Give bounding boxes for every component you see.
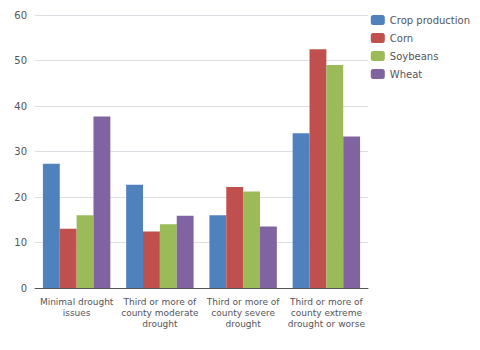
svg-text:20: 20	[14, 192, 27, 203]
svg-text:0: 0	[21, 283, 27, 294]
svg-text:drought: drought	[142, 319, 178, 329]
svg-text:drought or worse: drought or worse	[288, 319, 366, 329]
svg-text:Corn: Corn	[390, 33, 413, 44]
svg-text:Third or more of: Third or more of	[289, 297, 364, 307]
svg-text:40: 40	[14, 101, 27, 112]
svg-text:drought: drought	[225, 319, 261, 329]
svg-text:Third or more of: Third or more of	[206, 297, 281, 307]
svg-text:county severe: county severe	[211, 308, 275, 318]
svg-text:10: 10	[14, 237, 27, 248]
svg-text:county moderate: county moderate	[121, 308, 199, 318]
svg-text:Crop production: Crop production	[390, 15, 470, 26]
svg-text:Third or more of: Third or more of	[123, 297, 198, 307]
svg-text:50: 50	[14, 55, 27, 66]
svg-text:Soybeans: Soybeans	[390, 51, 439, 62]
svg-text:30: 30	[14, 146, 27, 157]
svg-text:Wheat: Wheat	[390, 69, 423, 80]
svg-text:issues: issues	[63, 308, 91, 318]
svg-text:county extreme: county extreme	[291, 308, 363, 318]
svg-text:Minimal drought: Minimal drought	[40, 297, 114, 307]
svg-text:60: 60	[14, 10, 27, 21]
